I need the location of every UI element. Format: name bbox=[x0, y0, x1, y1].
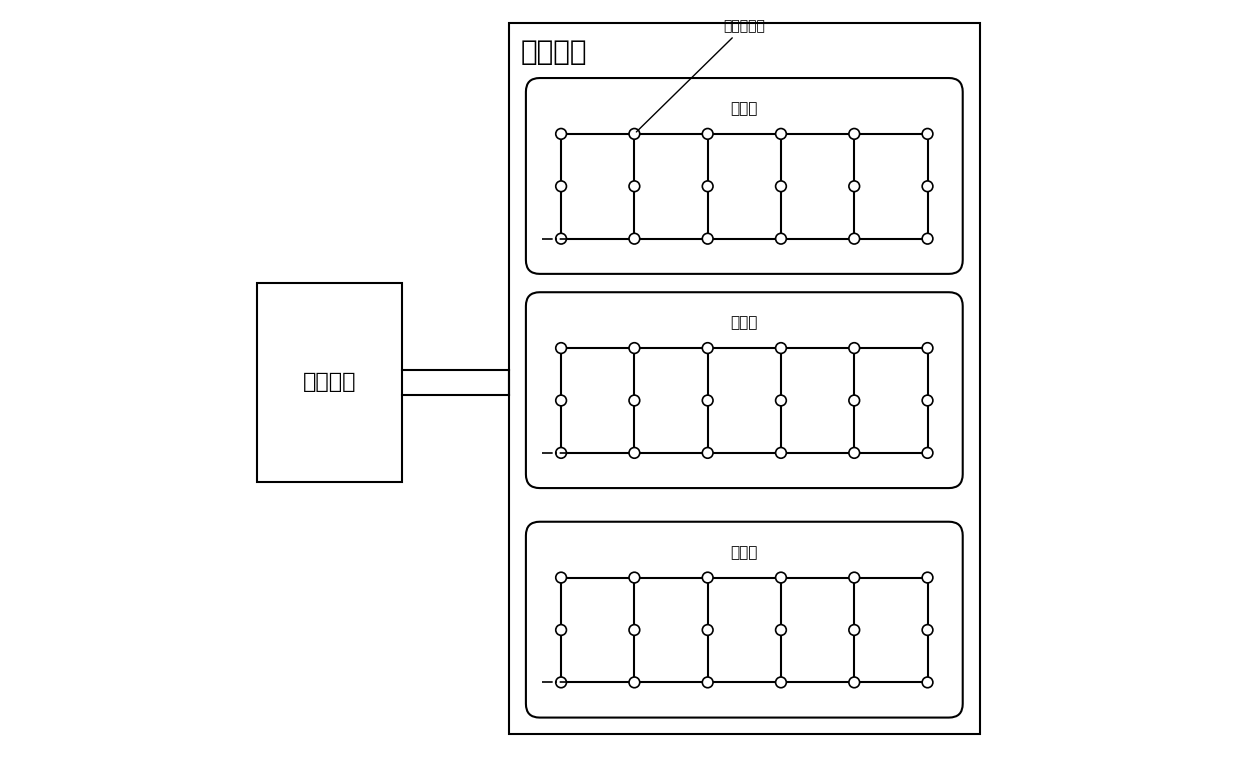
Circle shape bbox=[556, 233, 567, 244]
Circle shape bbox=[849, 343, 859, 353]
Circle shape bbox=[556, 677, 567, 688]
Circle shape bbox=[923, 233, 932, 244]
FancyBboxPatch shape bbox=[526, 522, 962, 718]
Circle shape bbox=[702, 677, 713, 688]
Circle shape bbox=[775, 624, 786, 635]
Circle shape bbox=[556, 343, 567, 353]
FancyBboxPatch shape bbox=[526, 292, 962, 488]
Circle shape bbox=[629, 129, 640, 139]
Circle shape bbox=[702, 181, 713, 192]
Circle shape bbox=[556, 395, 567, 406]
Circle shape bbox=[702, 572, 713, 583]
Circle shape bbox=[849, 395, 859, 406]
Text: 公共区域: 公共区域 bbox=[521, 38, 587, 67]
Circle shape bbox=[775, 448, 786, 458]
Circle shape bbox=[849, 233, 859, 244]
FancyBboxPatch shape bbox=[510, 23, 980, 734]
Circle shape bbox=[923, 572, 932, 583]
Circle shape bbox=[702, 129, 713, 139]
Circle shape bbox=[556, 129, 567, 139]
Circle shape bbox=[556, 624, 567, 635]
Circle shape bbox=[923, 624, 932, 635]
Circle shape bbox=[775, 572, 786, 583]
Circle shape bbox=[629, 624, 640, 635]
Circle shape bbox=[702, 624, 713, 635]
Circle shape bbox=[629, 181, 640, 192]
Circle shape bbox=[775, 181, 786, 192]
Circle shape bbox=[849, 572, 859, 583]
FancyBboxPatch shape bbox=[526, 78, 962, 274]
Circle shape bbox=[629, 395, 640, 406]
Text: 子区域: 子区域 bbox=[730, 315, 758, 330]
Circle shape bbox=[923, 677, 932, 688]
Circle shape bbox=[923, 343, 932, 353]
Circle shape bbox=[923, 395, 932, 406]
Circle shape bbox=[629, 572, 640, 583]
Circle shape bbox=[629, 233, 640, 244]
Circle shape bbox=[775, 129, 786, 139]
Circle shape bbox=[849, 129, 859, 139]
Circle shape bbox=[849, 448, 859, 458]
Text: 子区域: 子区域 bbox=[730, 101, 758, 116]
Circle shape bbox=[702, 448, 713, 458]
Circle shape bbox=[629, 343, 640, 353]
Circle shape bbox=[775, 395, 786, 406]
Circle shape bbox=[923, 129, 932, 139]
Circle shape bbox=[702, 233, 713, 244]
Circle shape bbox=[556, 448, 567, 458]
Circle shape bbox=[775, 343, 786, 353]
Circle shape bbox=[849, 677, 859, 688]
Circle shape bbox=[556, 572, 567, 583]
Circle shape bbox=[849, 181, 859, 192]
Circle shape bbox=[556, 181, 567, 192]
FancyBboxPatch shape bbox=[257, 283, 402, 482]
Text: 温度传感器: 温度传感器 bbox=[636, 19, 765, 132]
Circle shape bbox=[702, 395, 713, 406]
Circle shape bbox=[775, 677, 786, 688]
Text: 子区域: 子区域 bbox=[730, 545, 758, 560]
Text: 空调机组: 空调机组 bbox=[303, 373, 356, 392]
Circle shape bbox=[629, 448, 640, 458]
Circle shape bbox=[923, 181, 932, 192]
Circle shape bbox=[923, 448, 932, 458]
Circle shape bbox=[629, 677, 640, 688]
Circle shape bbox=[702, 343, 713, 353]
Circle shape bbox=[775, 233, 786, 244]
Circle shape bbox=[849, 624, 859, 635]
